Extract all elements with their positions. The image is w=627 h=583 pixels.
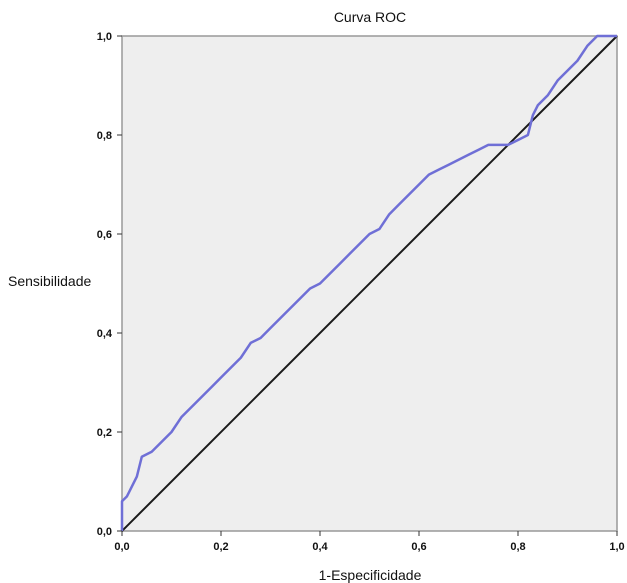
x-tick-label: 0,6 (411, 541, 426, 553)
x-tick-label: 0,2 (213, 541, 228, 553)
y-tick-label: 0,6 (97, 229, 112, 241)
roc-curve (120, 34, 617, 531)
y-axis-label: Sensibilidade (8, 273, 91, 289)
chart-title: Curva ROC (334, 9, 406, 25)
y-tick-label: 0,4 (97, 328, 113, 340)
x-axis-label: 1-Especificidade (319, 567, 422, 583)
chart-marks (120, 34, 618, 532)
x-tick-label: 0,4 (312, 541, 328, 553)
x-tick-label: 0,8 (510, 541, 525, 553)
reference-line (121, 35, 618, 532)
y-tick-label: 1,0 (97, 31, 112, 43)
y-tick-label: 0,0 (97, 526, 112, 538)
axis-ticks: 0,0 0,2 0,4 0,6 0,8 1,0 0,0 0,2 0,4 0,6 0,8 1,0 (97, 31, 625, 553)
x-tick-label: 1,0 (609, 541, 624, 553)
y-tick-label: 0,8 (97, 130, 112, 142)
x-tick-label: 0,0 (114, 541, 129, 553)
y-tick-label: 0,2 (97, 427, 112, 439)
